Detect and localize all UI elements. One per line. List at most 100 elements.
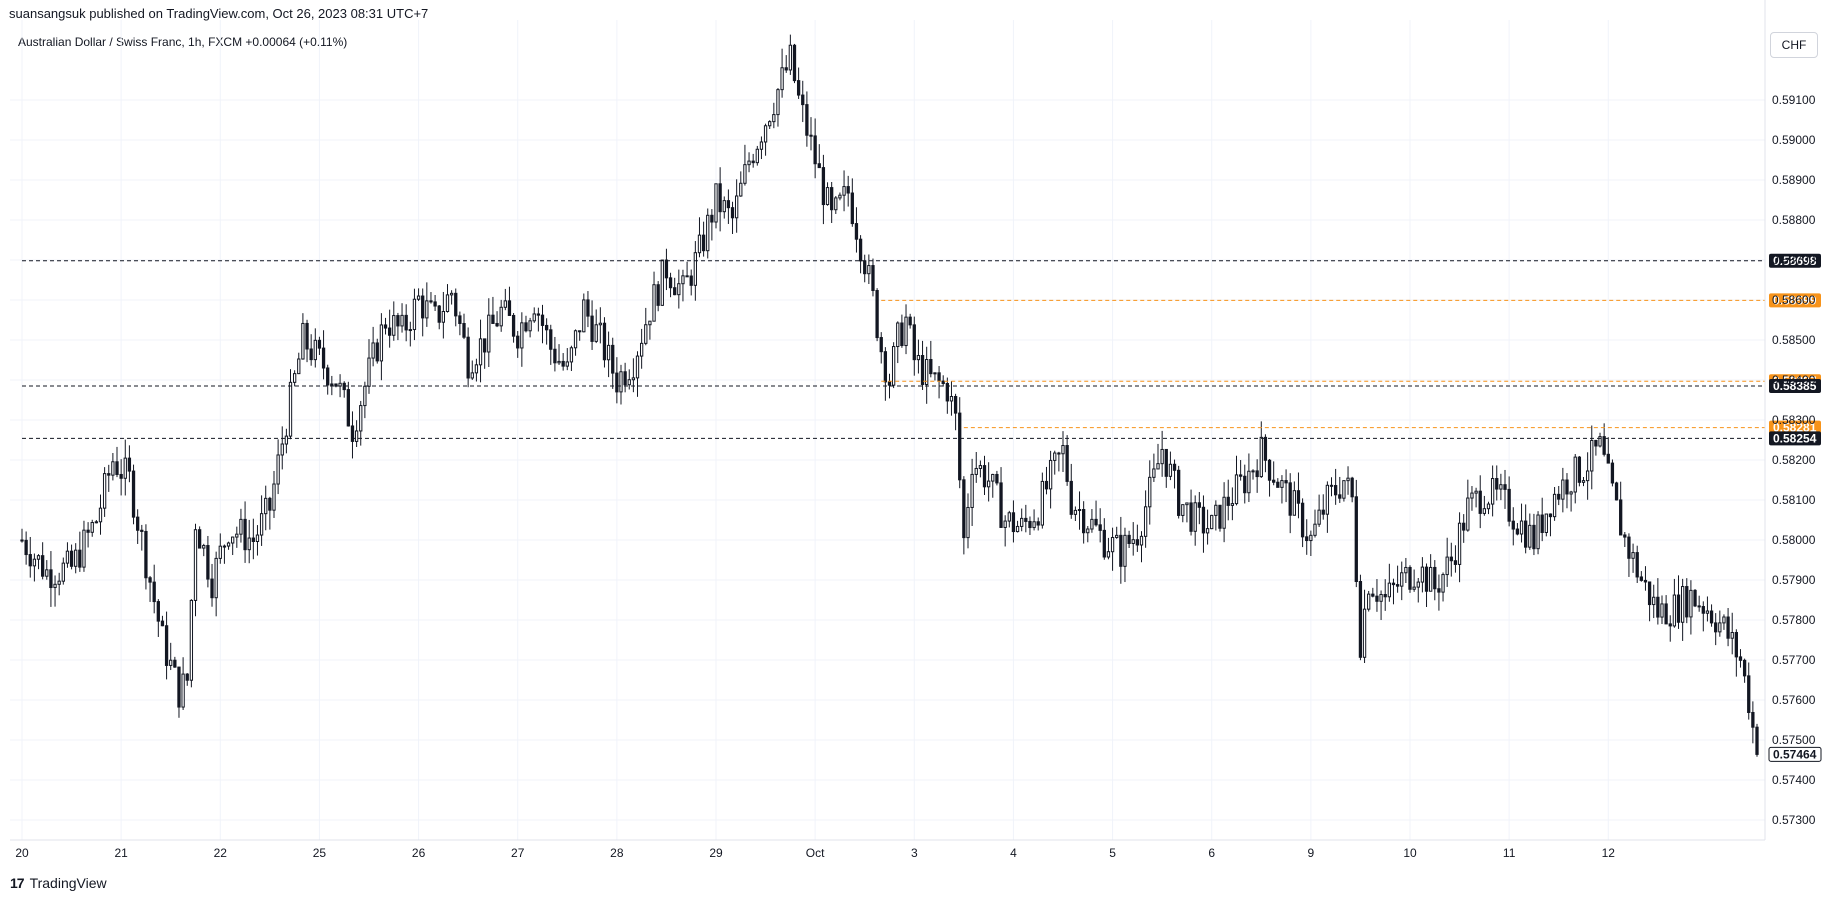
candle-body [536, 313, 541, 316]
candle-body [1524, 520, 1528, 548]
candle-body [507, 300, 512, 316]
candle-body [156, 601, 160, 622]
candle-body [255, 534, 260, 542]
candle-body [1693, 589, 1697, 607]
price-axis[interactable]: 0.57300 0.57400 0.57500 0.57600 0.57700 0.578… [1764, 0, 1816, 840]
candle-body [1544, 513, 1548, 533]
candle-body [1519, 520, 1524, 535]
time-tick-label: 4 [1010, 846, 1017, 860]
candle-body [1478, 490, 1482, 514]
candle-body [544, 324, 549, 331]
price-tick-label: 0.58700 [1772, 253, 1816, 267]
candle-body [1230, 503, 1235, 506]
candle-body [334, 383, 338, 387]
candle-body [1086, 528, 1090, 534]
candle-body [412, 298, 417, 331]
candle-body [706, 214, 710, 252]
price-tick-label: 0.59100 [1772, 93, 1816, 107]
candle-body [685, 275, 689, 278]
candle-body [1639, 576, 1643, 581]
candle-body [1647, 581, 1652, 606]
candle-body [330, 383, 334, 386]
symbol-change: +0.00064 (+0.11%) [245, 35, 348, 49]
candle-body [1342, 480, 1346, 499]
candle-body [726, 200, 731, 209]
candle-body [1061, 445, 1065, 455]
candle-body [272, 483, 276, 511]
candle-body [1263, 436, 1268, 461]
candle-body [1152, 468, 1156, 478]
candle-body [1449, 556, 1453, 562]
candle-body [1643, 579, 1648, 583]
candle-body [788, 44, 793, 71]
candle-body [549, 329, 553, 350]
candle-body [1036, 521, 1040, 526]
time-tick-label: 25 [313, 846, 327, 860]
candle-body [1082, 509, 1086, 534]
candle-body [1652, 596, 1656, 606]
candle-body [317, 339, 322, 349]
candle-body [1689, 589, 1693, 618]
candle-body [1267, 459, 1272, 481]
candle-body [210, 578, 214, 599]
candle-body [1722, 616, 1726, 624]
candle-body [1160, 448, 1164, 465]
symbol-legend[interactable]: Australian Dollar / Swiss Franc, 1h, FXC… [18, 35, 347, 49]
candle-body [1726, 616, 1730, 639]
candle-body [503, 300, 507, 308]
candle-body [1276, 481, 1280, 488]
tradingview-logo[interactable]: 17 TradingView [10, 875, 107, 891]
candle-body [1367, 593, 1371, 610]
candle-body [941, 380, 945, 384]
candle-body [1020, 517, 1024, 527]
candle-body [639, 342, 644, 357]
candle-body [98, 507, 103, 523]
candle-body [425, 300, 429, 319]
candle-body [313, 339, 317, 361]
candle-body [1011, 512, 1016, 533]
grid [10, 20, 1765, 840]
time-tick-label: 29 [709, 846, 723, 860]
candle-body [379, 324, 384, 362]
candle-body [148, 577, 152, 583]
candle-body [673, 287, 677, 296]
candle-body [1317, 509, 1321, 525]
candle-body [958, 412, 962, 481]
candle-body [1222, 496, 1226, 529]
candle-body [516, 335, 520, 349]
candle-body [511, 314, 516, 337]
candle-body [449, 292, 454, 296]
candle-body [1569, 491, 1573, 495]
candle-body [763, 125, 768, 143]
time-axis[interactable]: 20 21 22 25 26 27 28 29 Oct 3 4 5 6 9 10 11 12 [10, 839, 1765, 860]
candle-body [144, 530, 148, 579]
candle-body [780, 67, 784, 91]
candle-body [1189, 502, 1193, 532]
candle-body [1433, 566, 1437, 590]
candle-body [1664, 603, 1668, 625]
candle-body [1738, 656, 1743, 661]
candle-body [825, 187, 830, 206]
candle-body [408, 329, 412, 332]
candle-body [821, 167, 826, 206]
candle-body [1115, 534, 1119, 538]
candle-body [594, 324, 598, 342]
candle-body [1247, 470, 1251, 494]
candle-body [668, 277, 673, 289]
candle-body [768, 121, 772, 127]
candle-body [677, 283, 681, 296]
price-tick-label: 0.57700 [1772, 653, 1816, 667]
candle-body [1685, 586, 1689, 618]
candle-body [598, 322, 602, 326]
candle-body [1511, 520, 1515, 530]
candle-body [1168, 463, 1173, 477]
candle-body [792, 44, 797, 82]
candle-body [887, 381, 892, 386]
last-price-label: 0.57464 [1773, 747, 1817, 761]
currency-button[interactable]: CHF [1770, 32, 1818, 58]
candle-body [276, 454, 280, 485]
time-tick-label: 12 [1602, 846, 1616, 860]
candle-body [301, 322, 305, 360]
candle-body [1350, 477, 1354, 498]
